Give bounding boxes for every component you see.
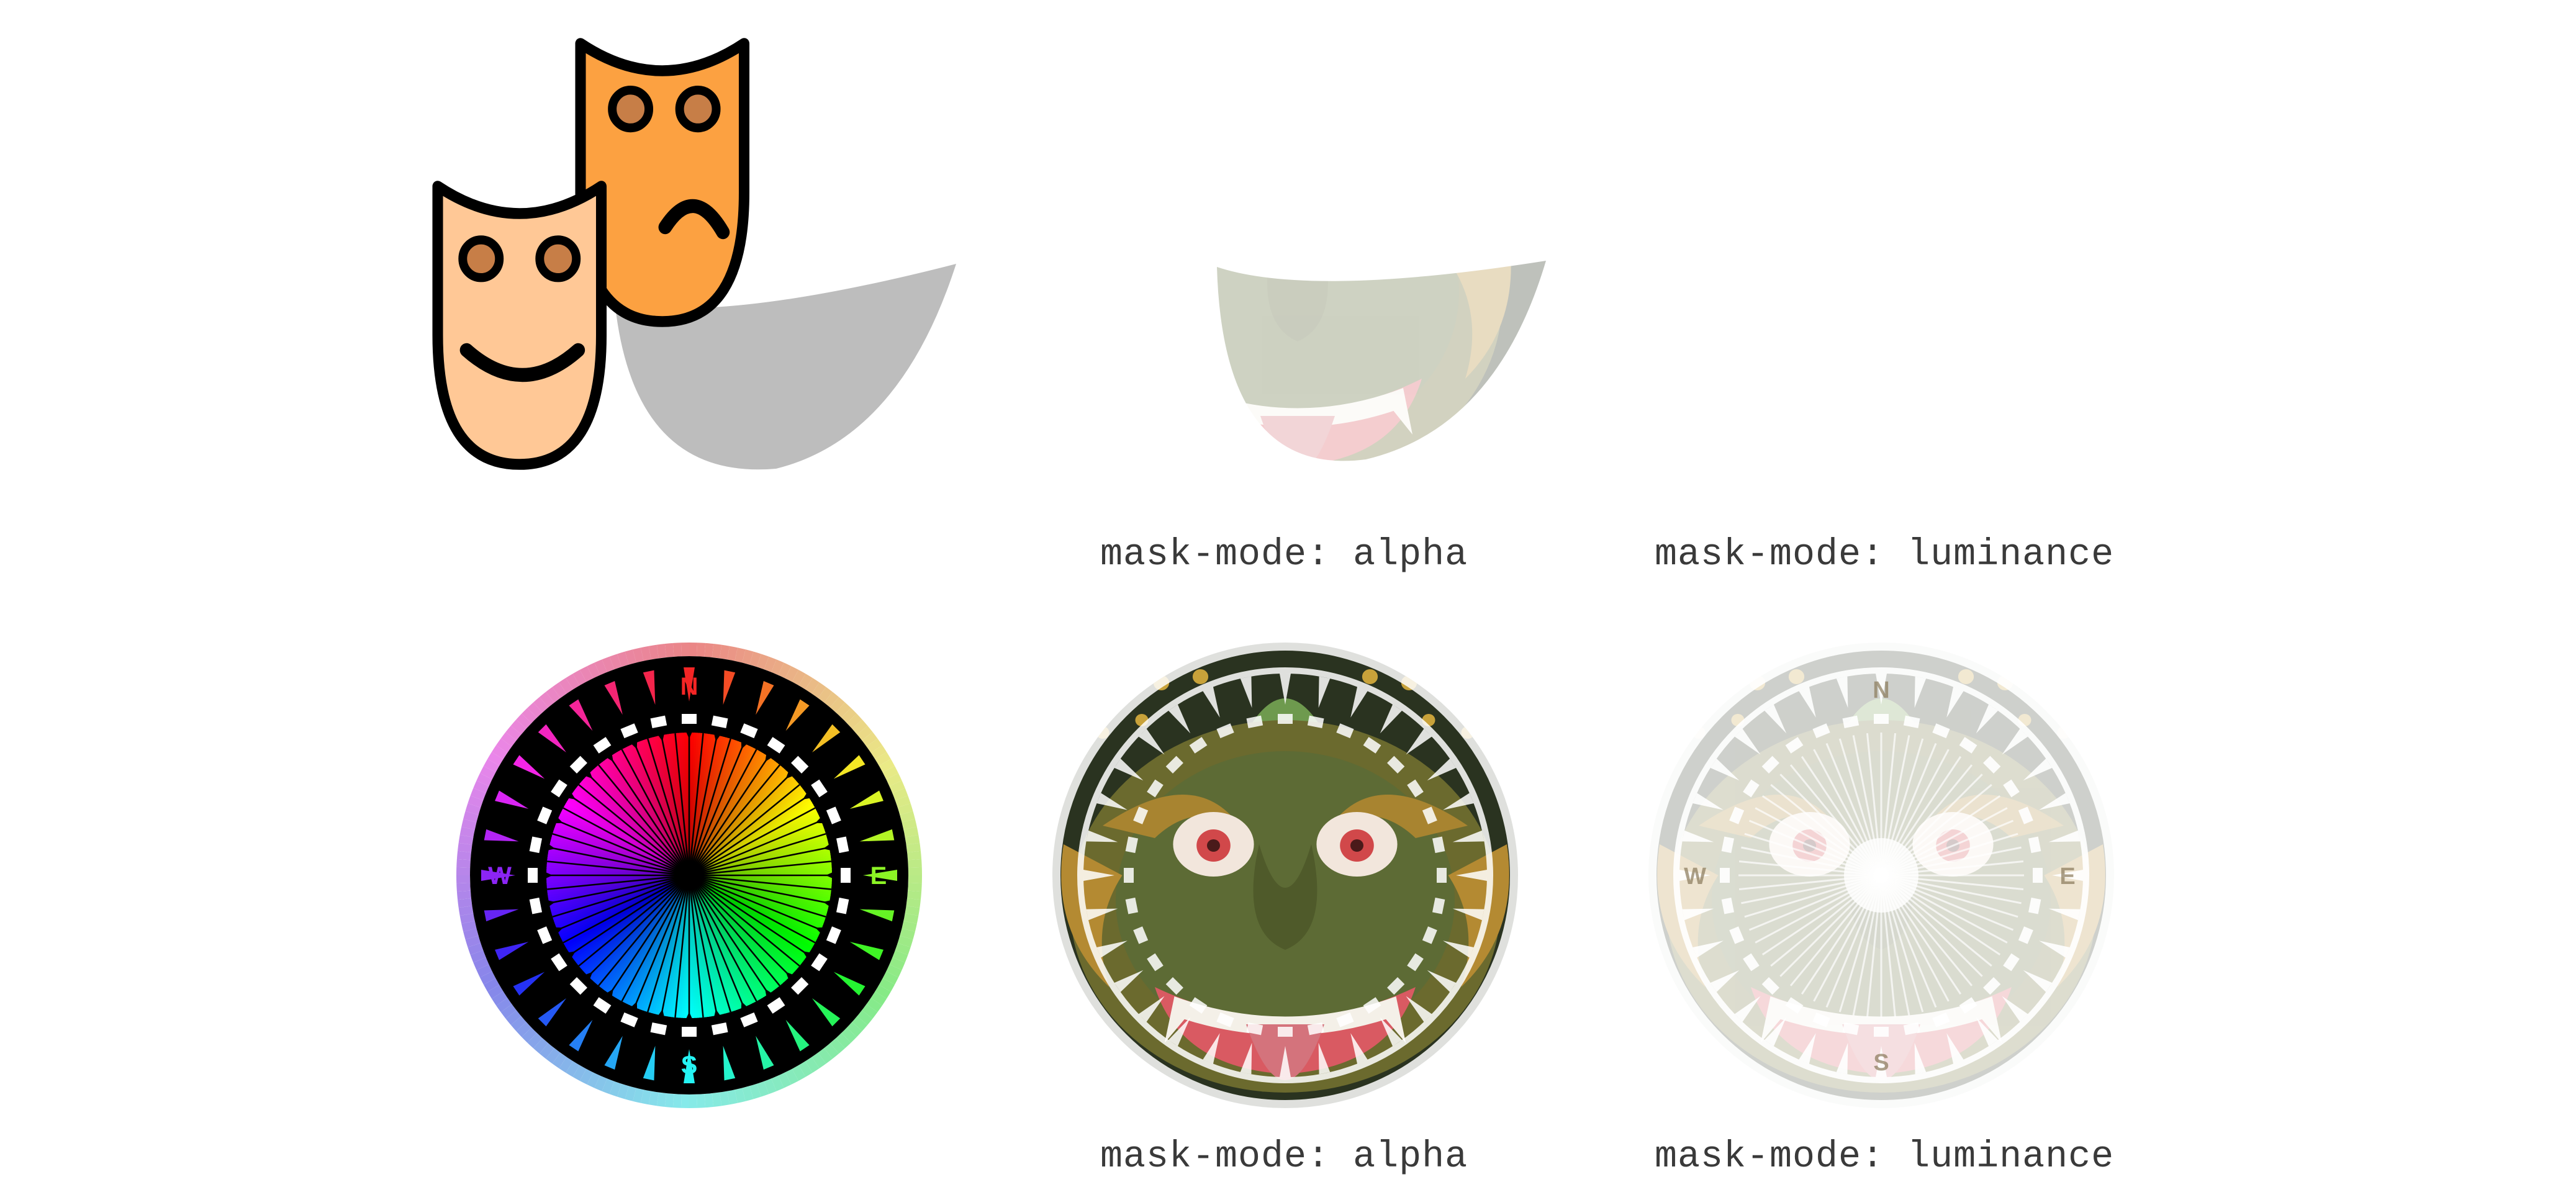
caption-compass-luminance: mask-mode: luminance [1655, 1136, 2115, 1178]
compass-image: N E S W [447, 633, 931, 1117]
caption-masks-alpha: mask-mode: alpha [1100, 534, 1468, 576]
compass-letter-s: S [681, 1052, 698, 1079]
compass-luminance-result: N E S W [1645, 639, 2117, 1111]
compass-letter-n-faded: N [1873, 677, 1889, 703]
masks-luminance-result [1633, 43, 2080, 515]
color-wheel-compass: N E S W [456, 643, 922, 1108]
compass-letter-w-faded: W [1684, 864, 1706, 890]
compass-letter-e-faded: E [2059, 864, 2075, 890]
theater-masks-icon [428, 34, 956, 518]
caption-masks-luminance: mask-mode: luminance [1655, 534, 2115, 576]
compass-letter-n: N [680, 673, 698, 700]
compass-letter-s-faded: S [1873, 1050, 1889, 1076]
masks-alpha-result [1018, 31, 1577, 521]
caption-compass-alpha: mask-mode: alpha [1100, 1136, 1468, 1178]
sad-mask [581, 43, 744, 322]
theater-masks-image [428, 34, 975, 518]
happy-mask [438, 186, 602, 464]
compass-letter-e: E [870, 862, 887, 890]
compass-letter-w: W [488, 862, 512, 890]
compass-alpha-result [1049, 639, 1521, 1111]
